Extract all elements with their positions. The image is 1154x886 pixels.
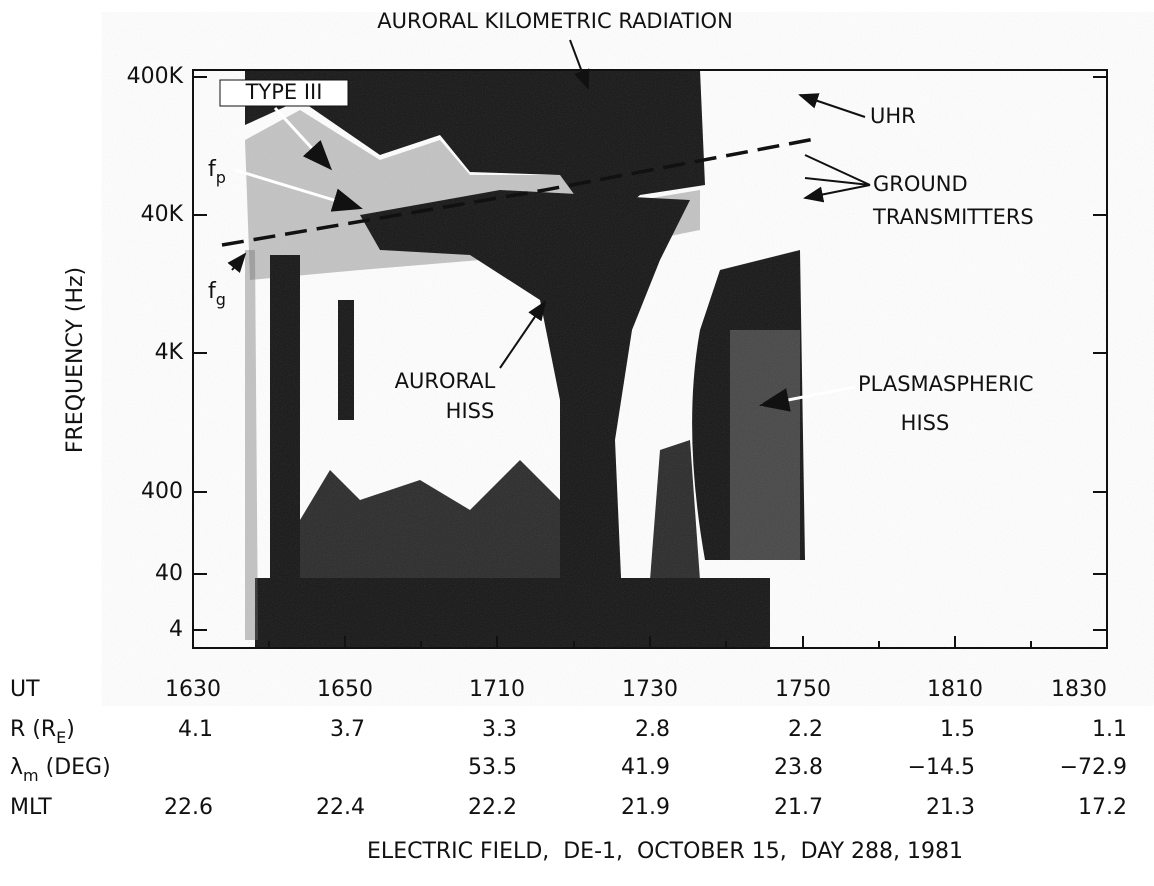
table-cell: 23.8: [774, 755, 823, 780]
y-tick-label: 4: [169, 617, 183, 642]
row-label: λm (DEG): [10, 755, 111, 785]
table-cell: 1.1: [1092, 717, 1127, 742]
table-cell: 22.6: [164, 795, 213, 820]
annotation: TYPE III: [245, 80, 323, 104]
row-label-text: R (R: [10, 717, 56, 742]
table-cell: −14.5: [908, 755, 975, 780]
axes: [192, 69, 1108, 649]
row-label: MLT: [10, 795, 52, 820]
x-tick-label: 1650: [317, 677, 373, 702]
annotation: HISS: [901, 411, 950, 435]
table-cell: 3.3: [482, 717, 517, 742]
table-cell: 21.3: [926, 795, 975, 820]
x-tick-label: 1710: [469, 677, 525, 702]
table-cell: 2.2: [788, 717, 823, 742]
x-tick-label: 1830: [1051, 677, 1107, 702]
y-tick-label: 400: [141, 479, 183, 504]
annotation: TRANSMITTERS: [872, 205, 1034, 229]
y-tick-label: 40K: [141, 202, 184, 227]
annotation: PLASMASPHERIC: [858, 372, 1034, 396]
x-tick-label: 1630: [165, 677, 221, 702]
table-cell: 17.2: [1078, 795, 1127, 820]
row-label-end: (DEG): [39, 755, 111, 780]
y-tick-label: 400K: [127, 64, 184, 89]
row-label: UT: [10, 677, 40, 702]
annotation: HISS: [446, 399, 495, 423]
caption: ELECTRIC FIELD, DE-1, OCTOBER 15, DAY 28…: [367, 839, 963, 864]
table-cell: 21.7: [774, 795, 823, 820]
table-cell: 1.5: [940, 717, 975, 742]
annotation: AURORAL KILOMETRIC RADIATION: [377, 9, 733, 33]
table-cell: 3.7: [330, 717, 365, 742]
table-cell: 41.9: [621, 755, 670, 780]
table-cell: 21.9: [621, 795, 670, 820]
row-label-text: λ: [10, 755, 23, 780]
table-cell: 53.5: [468, 755, 517, 780]
table-cell: −72.9: [1060, 755, 1127, 780]
x-tick-label: 1730: [622, 677, 678, 702]
table-cell: 4.1: [178, 717, 213, 742]
x-tick-label: 1810: [927, 677, 983, 702]
annotation: GROUND: [873, 172, 968, 196]
y-axis-label: FREQUENCY (Hz): [63, 267, 88, 453]
fg-label: fg: [208, 279, 226, 309]
overlays: [219, 39, 871, 412]
y-tick-label: 40: [155, 561, 183, 586]
row-label-text: MLT: [10, 795, 52, 820]
spectrogram: [193, 70, 1107, 648]
y-tick-label: 4K: [155, 340, 184, 365]
row-label: R (RE): [10, 717, 75, 747]
row-label-sub: m: [23, 766, 39, 785]
row-label-sub: E: [56, 728, 66, 747]
row-label-text: UT: [10, 677, 40, 702]
x-tick-label: 1750: [775, 677, 831, 702]
row-label-end: ): [66, 717, 75, 742]
table-cell: 22.4: [316, 795, 365, 820]
annotation: AURORAL: [395, 369, 496, 393]
table-cell: 2.8: [635, 717, 670, 742]
fp-label: fp: [208, 157, 226, 187]
table-cell: 22.2: [468, 795, 517, 820]
annotation: UHR: [870, 104, 916, 128]
